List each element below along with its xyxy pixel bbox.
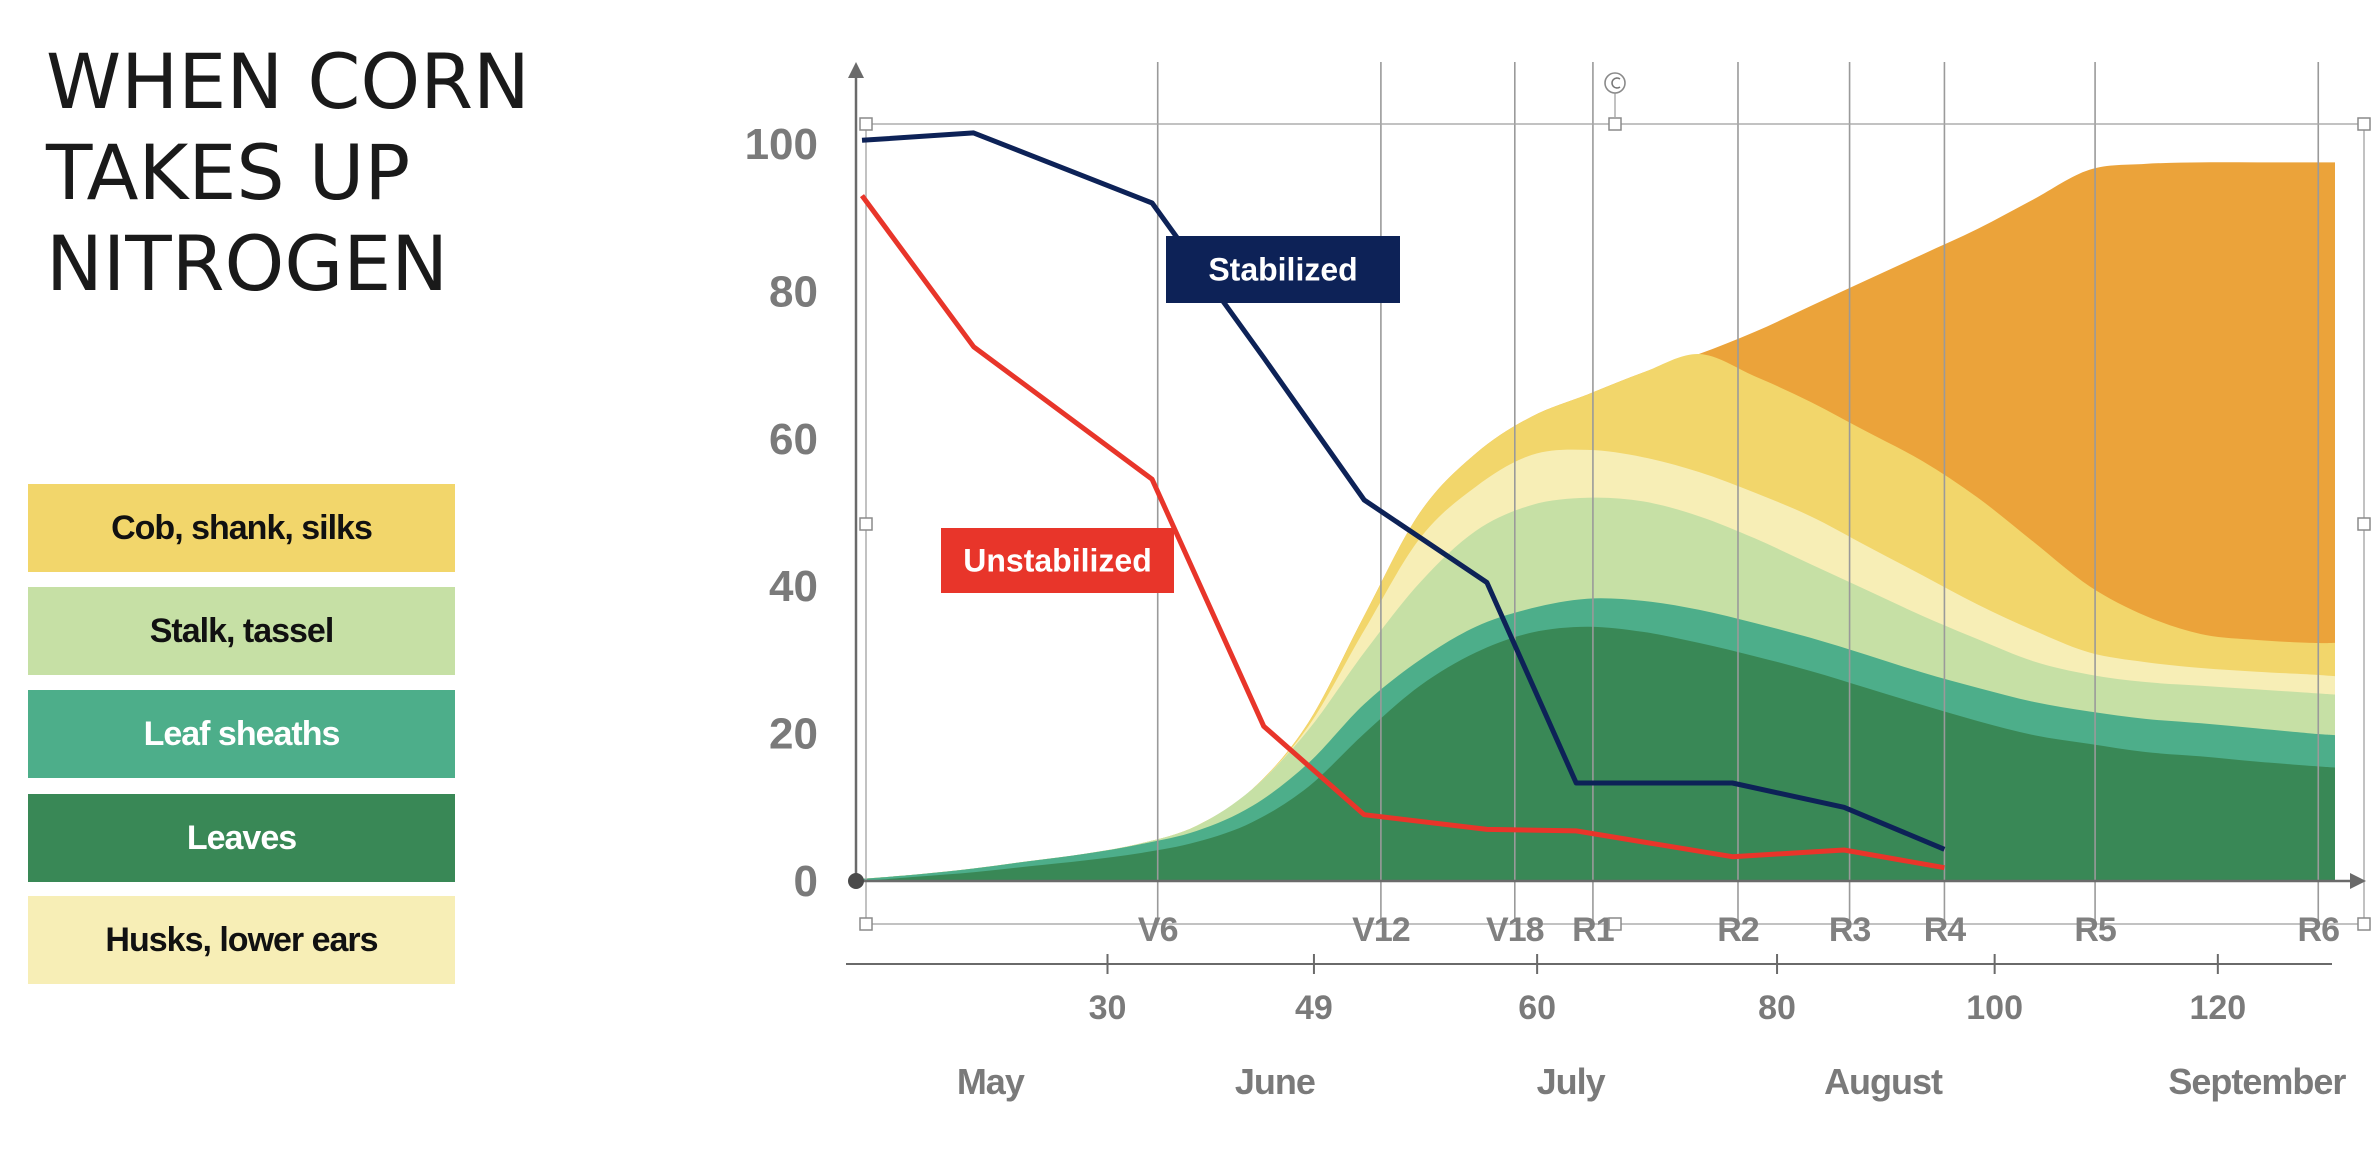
resize-handle [859,917,873,931]
stage-label-r1: R1 [1572,911,1614,949]
label-layer: Stabilized Unstabilized [941,236,1400,593]
axes: 0 20 40 60 80 100 V6 V12 V18 R1 R2 R3 R4 R5 R6 30 49 60 80… [745,62,2366,1102]
y-axis-arrow-icon [848,62,864,78]
day-tick-label: 80 [1758,989,1796,1027]
y-tick-label: 100 [745,120,818,169]
legend-item-stalk-tassel: Stalk, tassel [28,587,455,675]
legend-item-husks-lower-ears: Husks, lower ears [28,896,455,984]
label-stabilized: Stabilized [1208,252,1357,288]
page-title: WHEN CORN TAKES UP NITROGEN [46,36,606,309]
resize-handle [859,117,873,131]
legend-label: Husks, lower ears [105,920,378,959]
stage-label-v6: V6 [1138,911,1178,949]
day-tick-label: 60 [1518,989,1556,1027]
y-tick-label: 0 [794,857,818,906]
stage-label-r6: R6 [2298,911,2340,949]
resize-handle [1608,117,1622,131]
line-layer [859,130,1946,871]
y-tick-label: 60 [769,415,818,464]
month-label-june: June [1235,1061,1315,1102]
y-tick-label: 80 [769,267,818,316]
resize-handle [2357,117,2371,131]
area-leaves [862,626,2335,881]
rotate-arrow-icon [1611,77,1621,89]
legend-label: Cob, shank, silks [111,508,373,547]
stage-label-r5: R5 [2074,911,2116,949]
line-stabilized [861,130,1946,852]
legend-item-leaf-sheaths: Leaf sheaths [28,690,455,778]
title-line-2: TAKES UP [46,128,411,217]
y-tick-label: 20 [769,710,818,759]
resize-handle [2357,517,2371,531]
line-unstabilized [859,194,1945,871]
origin-dot [848,873,864,889]
stage-label-v18: V18 [1486,911,1544,949]
day-tick-label: 100 [1966,989,2023,1027]
resize-handle [1608,917,1622,931]
legend-label: Leaves [186,818,297,857]
label-unstabilized: Unstabilized [963,543,1151,579]
month-label-august: August [1824,1061,1943,1102]
label-box-stabilized [1166,236,1400,303]
selection-frame [859,72,2371,931]
label-box-unstabilized [941,528,1174,593]
resize-handle [2357,917,2371,931]
legend-item-leaves: Leaves [28,794,455,882]
stage-label-r4: R4 [1924,911,1967,949]
day-tick-label: 120 [2189,989,2246,1027]
stage-label-r2: R2 [1717,911,1759,949]
stage-gridlines [1156,62,2320,922]
stage-label-r3: R3 [1829,911,1871,949]
month-label-september: September [2168,1061,2346,1102]
x-axis-arrow-icon [2350,873,2366,889]
day-tick-label: 49 [1295,989,1333,1027]
title-line-1: WHEN CORN [46,37,530,126]
legend-item-cob-shank-silks: Cob, shank, silks [28,484,455,572]
month-label-may: May [957,1061,1025,1102]
title-line-3: NITROGEN [46,219,449,308]
month-label-july: July [1537,1061,1606,1102]
rotate-handle-icon [1604,72,1626,94]
y-tick-label: 40 [769,562,818,611]
stage-label-v12: V12 [1352,911,1410,949]
area-layer [862,162,2335,882]
legend-label: Leaf sheaths [143,714,341,753]
day-tick-label: 30 [1089,989,1127,1027]
resize-handle [859,517,873,531]
legend-label: Stalk, tassel [149,611,335,650]
